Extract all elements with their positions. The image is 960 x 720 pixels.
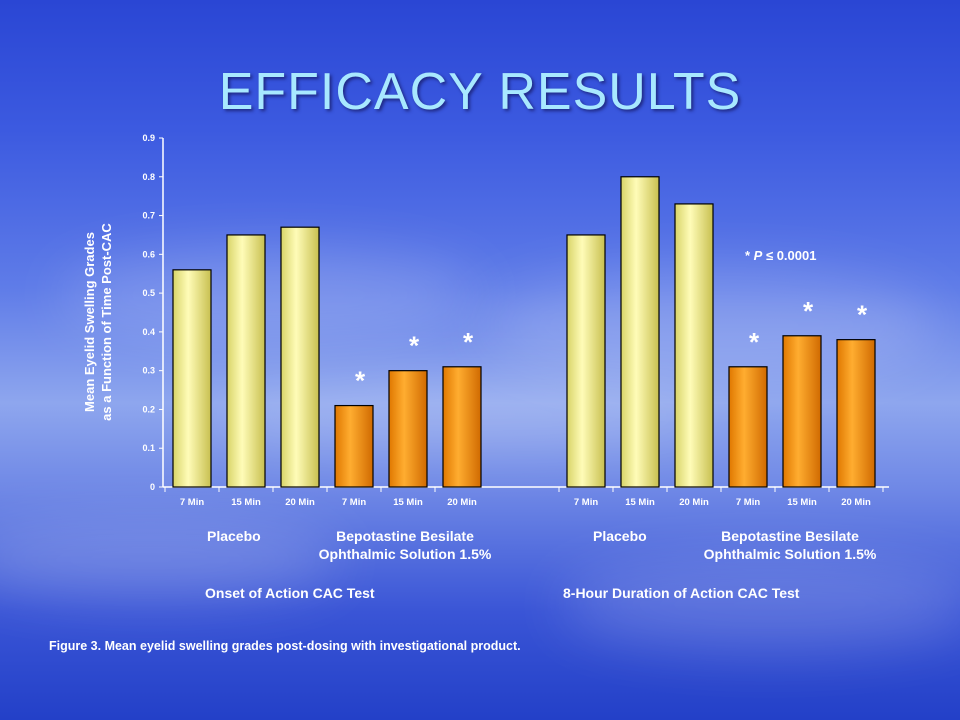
- onset-test-label: Onset of Action CAC Test: [205, 585, 375, 601]
- x-tick-label: 20 Min: [447, 497, 477, 508]
- duration-placebo-label: Placebo: [593, 528, 647, 544]
- y-tick-label: 0.6: [142, 249, 155, 259]
- x-tick-label: 7 Min: [736, 497, 760, 508]
- x-tick-label: 7 Min: [342, 497, 366, 508]
- bar-drug: [442, 366, 482, 488]
- p-value-note: * P ≤ 0.0001: [745, 248, 816, 263]
- duration-drug-label: Bepotastine Besilate Ophthalmic Solution…: [680, 527, 900, 563]
- y-axis-title-line1: Mean Eyelid Swelling Grades: [82, 232, 97, 412]
- x-tick-label: 15 Min: [625, 497, 655, 508]
- duration-test-label: 8-Hour Duration of Action CAC Test: [563, 585, 800, 601]
- y-axis-title: Mean Eyelid Swelling Grades as a Functio…: [81, 172, 115, 472]
- onset-drug-label-line1: Bepotastine Besilate: [336, 528, 474, 544]
- x-tick-label: 20 Min: [679, 497, 709, 508]
- significance-asterisk: *: [355, 366, 366, 396]
- onset-placebo-label: Placebo: [207, 528, 261, 544]
- significance-asterisk: *: [463, 327, 474, 357]
- x-tick-label: 7 Min: [180, 497, 204, 508]
- slide-title: EFFICACY RESULTS: [218, 63, 742, 121]
- figure-caption: Figure 3. Mean eyelid swelling grades po…: [49, 639, 521, 653]
- y-tick-label: 0: [150, 482, 155, 492]
- bar-drug: [388, 370, 428, 488]
- onset-drug-label: Bepotastine Besilate Ophthalmic Solution…: [295, 527, 515, 563]
- significance-asterisk: *: [749, 327, 760, 357]
- onset-drug-label-line2: Ophthalmic Solution 1.5%: [318, 546, 492, 562]
- y-tick-label: 0.4: [142, 327, 155, 337]
- p-note-symbol: P: [753, 248, 763, 263]
- y-tick-label: 0.2: [142, 404, 155, 414]
- bar-placebo: [566, 234, 606, 488]
- significance-asterisk: *: [803, 296, 814, 326]
- y-tick-label: 0.5: [142, 288, 155, 298]
- bar-placebo: [226, 234, 266, 488]
- bar-placebo: [172, 269, 212, 488]
- y-tick-label: 0.1: [142, 443, 155, 453]
- p-note-prefix: *: [745, 248, 754, 263]
- duration-drug-label-line2: Ophthalmic Solution 1.5%: [703, 546, 877, 562]
- bar-drug: [782, 335, 822, 488]
- x-tick-label: 15 Min: [787, 497, 817, 508]
- x-tick-label: 7 Min: [574, 497, 598, 508]
- bar-placebo: [674, 203, 714, 488]
- significance-asterisk: *: [409, 331, 420, 361]
- x-tick-label: 15 Min: [231, 497, 261, 508]
- bar-placebo: [280, 226, 320, 488]
- x-tick-label: 20 Min: [841, 497, 871, 508]
- y-tick-label: 0.7: [142, 211, 155, 221]
- bar-drug: [334, 404, 374, 488]
- duration-drug-label-line1: Bepotastine Besilate: [721, 528, 859, 544]
- x-tick-label: 15 Min: [393, 497, 423, 508]
- y-tick-label: 0.3: [142, 366, 155, 376]
- significance-asterisk: *: [857, 300, 868, 330]
- bar-drug: [728, 366, 768, 488]
- bar-drug: [836, 339, 876, 488]
- p-note-rest: ≤ 0.0001: [762, 248, 817, 263]
- y-tick-label: 0.8: [142, 172, 155, 182]
- bar-placebo: [620, 176, 660, 488]
- x-tick-label: 20 Min: [285, 497, 315, 508]
- y-tick-label: 0.9: [142, 133, 155, 143]
- y-axis-title-line2: as a Function of Time Post-CAC: [99, 223, 114, 421]
